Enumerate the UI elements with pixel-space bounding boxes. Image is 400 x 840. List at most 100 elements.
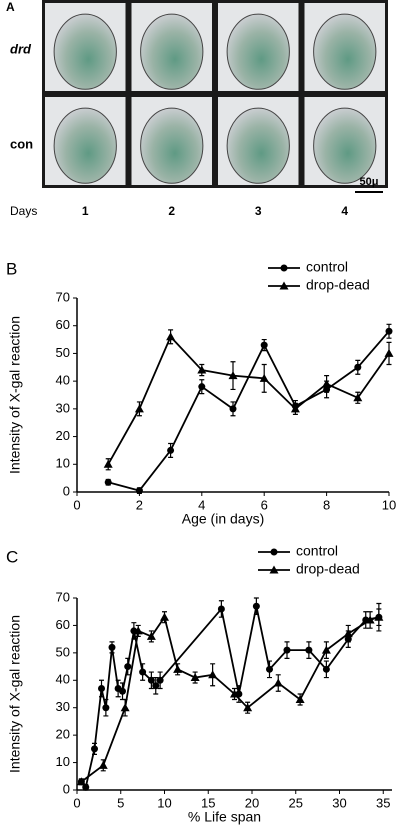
y-tick-label: 0 [63, 483, 70, 498]
marker [290, 404, 300, 413]
marker [283, 646, 291, 654]
marker [229, 405, 237, 413]
marker [135, 487, 143, 495]
marker [354, 363, 362, 371]
legend-marker [279, 281, 289, 290]
day-label: 3 [255, 204, 262, 218]
wing [226, 107, 290, 184]
wing [313, 107, 377, 184]
legend-label: control [296, 543, 338, 559]
y-tick-label: 0 [63, 781, 70, 796]
series-line [80, 606, 380, 790]
marker [266, 665, 273, 673]
x-tick-label: 35 [376, 795, 390, 810]
legend-marker [280, 264, 288, 272]
marker [322, 379, 332, 388]
marker [104, 478, 112, 486]
x-tick-label: 10 [157, 795, 171, 810]
marker [295, 694, 305, 703]
marker [152, 682, 160, 690]
y-tick-label: 20 [56, 428, 70, 443]
marker [208, 670, 218, 679]
marker [82, 783, 90, 791]
legend-label: control [306, 259, 348, 275]
x-tick-label: 30 [332, 795, 346, 810]
x-tick-label: 0 [73, 795, 80, 810]
y-tick-label: 50 [56, 345, 70, 360]
legend-label: drop-dead [296, 561, 360, 577]
wing [313, 13, 377, 90]
marker [156, 676, 164, 684]
y-axis-label: Intensity of X-gal reaction [7, 615, 23, 773]
x-tick-label: 0 [73, 497, 80, 512]
y-tick-label: 20 [56, 727, 70, 742]
panel-label: B [6, 259, 17, 278]
y-tick-label: 10 [56, 754, 70, 769]
legend-label: drop-dead [306, 277, 370, 293]
x-tick-label: 25 [289, 795, 303, 810]
day-label: 1 [82, 204, 89, 218]
x-tick-label: 10 [382, 497, 396, 512]
y-tick-label: 30 [56, 699, 70, 714]
row-label: con [10, 136, 33, 151]
days-label: Days [10, 204, 37, 218]
marker [260, 341, 268, 349]
x-tick-label: 2 [136, 497, 143, 512]
marker [321, 645, 331, 654]
x-axis-label: Age (in days) [182, 511, 264, 527]
marker [134, 404, 144, 413]
marker [167, 446, 175, 454]
marker [197, 365, 207, 374]
y-tick-label: 50 [56, 644, 70, 659]
y-tick-label: 10 [56, 456, 70, 471]
y-axis-label: Intensity of X-gal reaction [7, 316, 23, 474]
scale-bar-label: 50μ [360, 176, 379, 188]
marker [198, 383, 206, 391]
wing [140, 13, 204, 90]
marker [173, 664, 183, 673]
marker [160, 612, 169, 621]
y-tick-label: 30 [56, 400, 70, 415]
y-tick-label: 40 [56, 373, 70, 388]
day-label: 2 [168, 204, 175, 218]
row-label: drd [10, 41, 32, 56]
marker [217, 605, 225, 613]
y-tick-label: 40 [56, 672, 70, 687]
wing [53, 107, 117, 184]
marker [343, 629, 353, 638]
marker [190, 673, 200, 682]
marker [120, 703, 130, 712]
marker [146, 631, 156, 640]
marker [147, 676, 155, 684]
wing [140, 107, 204, 184]
series-line [107, 335, 390, 465]
marker [385, 327, 393, 335]
marker [365, 615, 375, 624]
marker [124, 663, 132, 671]
marker [133, 626, 143, 635]
marker [91, 745, 98, 753]
x-tick-label: 4 [198, 497, 205, 512]
marker [166, 332, 176, 341]
wing [53, 13, 117, 90]
marker [119, 687, 126, 695]
x-tick-label: 15 [201, 795, 215, 810]
x-tick-label: 5 [117, 795, 124, 810]
marker [103, 459, 113, 468]
marker [384, 348, 394, 357]
marker [353, 393, 363, 402]
marker [102, 704, 110, 712]
marker [76, 777, 86, 786]
legend-marker [269, 565, 279, 574]
y-tick-label: 70 [56, 289, 70, 304]
marker [230, 689, 239, 698]
marker [98, 685, 105, 693]
marker [305, 646, 313, 654]
x-tick-label: 6 [261, 497, 268, 512]
marker [108, 643, 116, 651]
marker [259, 373, 269, 382]
marker [252, 602, 260, 610]
marker [273, 678, 283, 687]
